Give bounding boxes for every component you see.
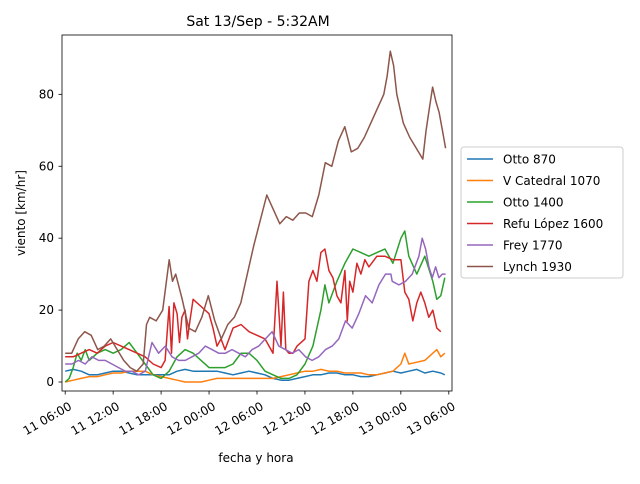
x-tick-label-1: 11 12:00 [69,399,122,438]
series-group [64,50,447,383]
series-line-2 [64,230,446,383]
x-tick-label-4: 12 06:00 [212,399,265,438]
x-axis-label: fecha y hora [218,451,293,465]
x-tick-label-7: 13 00:00 [356,399,409,438]
series-line-1 [65,348,446,383]
legend: Otto 870 V Catedral 1070 Otto 1400 Refu Lóp… [460,146,624,279]
x-tick-label-2: 11 18:00 [117,399,170,438]
y-tick-label-0: 0 [46,375,54,389]
x-tick-label-3: 12 00:00 [164,399,217,438]
x-tick-label-6: 12 18:00 [308,399,361,438]
legend-label-0: Otto 870 [503,153,556,167]
legend-label-4: Frey 1770 [503,239,563,253]
x-tick-label-8: 13 06:00 [404,399,457,438]
series-line-5 [65,50,447,372]
x-tick-label-5: 12 12:00 [260,399,313,438]
y-tick-label-1: 20 [39,303,54,317]
y-tick-label-2: 40 [39,231,54,245]
y-axis-label: viento [km/hr] [14,170,28,256]
legend-label-3: Refu López 1600 [503,217,603,231]
plot-frame [61,34,453,392]
y-tick-label-4: 80 [39,87,54,101]
series-line-3 [65,248,442,369]
chart-title: Sat 13/Sep - 5:32AM [186,14,329,30]
y-tick-label-3: 60 [39,159,54,173]
legend-box [460,146,624,279]
series-line-4 [65,237,446,376]
legend-label-5: Lynch 1930 [503,260,572,274]
x-tick-label-0: 11 06:00 [21,399,74,438]
legend-label-2: Otto 1400 [503,196,564,210]
y-axis: 0 20 40 60 80 [39,87,62,389]
legend-label-1: V Catedral 1070 [503,174,600,188]
